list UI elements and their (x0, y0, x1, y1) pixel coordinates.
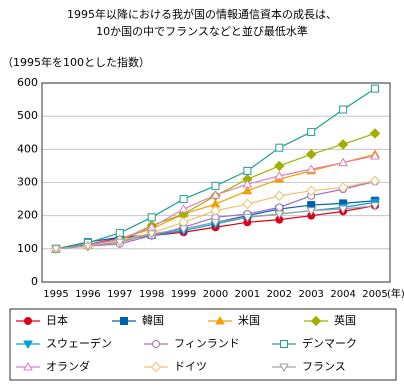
data-point (274, 170, 285, 180)
data-point (369, 128, 381, 139)
x-tick-label: 2004 (330, 289, 355, 300)
data-point (338, 157, 348, 167)
y-tick-label: 200 (17, 209, 38, 222)
data-point (274, 210, 285, 220)
data-point (179, 195, 188, 204)
y-tick-label: 400 (17, 142, 38, 155)
data-point (146, 230, 157, 239)
legend-marker (24, 317, 32, 325)
data-point (242, 179, 253, 188)
data-point (210, 218, 221, 228)
data-point (147, 213, 156, 222)
data-point (242, 213, 253, 223)
data-point (178, 204, 189, 213)
data-point (370, 202, 380, 211)
legend-label: 英国 (334, 313, 356, 327)
y-tick-label: 0 (31, 275, 38, 288)
data-point (242, 198, 253, 210)
legend-marker (279, 363, 289, 373)
x-tick-label: 2002 (267, 289, 292, 300)
data-point (178, 225, 189, 234)
plot-frame (41, 82, 391, 283)
legend-marker (120, 317, 128, 325)
data-point (339, 105, 348, 114)
data-point (210, 190, 221, 199)
legend-marker (150, 361, 162, 373)
legend-label: ドイツ (174, 360, 207, 373)
data-point (371, 84, 379, 93)
legend-marker (280, 340, 288, 348)
data-point (51, 245, 61, 254)
data-point (211, 181, 220, 190)
legend-label: スウェーデン (46, 336, 112, 350)
data-point (243, 166, 252, 175)
x-tick-label: 2000 (203, 289, 228, 300)
x-tick-label: 2001 (235, 289, 260, 300)
chart-title: 1995年以降における我が国の情報通信資本の成長は、 (67, 7, 337, 21)
legend-marker (215, 315, 225, 325)
legend-label: オランダ (46, 359, 90, 373)
data-point (338, 205, 348, 215)
x-tick-label: 1995 (43, 289, 68, 300)
legend-marker (23, 361, 33, 371)
legend-marker (23, 340, 33, 350)
x-tick-label: 2005 (362, 289, 387, 300)
legend-marker (310, 315, 322, 327)
data-point (274, 190, 285, 201)
legend-box (9, 308, 397, 381)
x-unit: (年) (387, 287, 404, 300)
x-tick-label: 1999 (171, 289, 196, 300)
data-point (275, 143, 284, 152)
data-point (114, 238, 125, 248)
y-tick-label: 100 (17, 242, 38, 255)
data-point (369, 175, 381, 187)
data-point (337, 182, 349, 193)
y-tick-label: 300 (17, 176, 38, 189)
legend-label: フィンランド (174, 337, 240, 350)
y-tick-label: 600 (17, 76, 38, 89)
x-tick-label: 1998 (139, 289, 164, 300)
x-tick-label: 2003 (298, 289, 323, 300)
data-point (210, 205, 221, 216)
data-point (307, 128, 316, 137)
data-point (305, 149, 317, 160)
data-point (306, 164, 317, 173)
data-point (306, 207, 317, 216)
legend-label: 米国 (238, 314, 260, 327)
y-axis-label: （1995年を100とした指数） (2, 55, 150, 69)
x-tick-label: 1997 (107, 289, 132, 300)
data-point (275, 203, 284, 212)
legend-marker (152, 340, 160, 348)
legend-label: 韓国 (142, 314, 164, 327)
data-point (337, 139, 349, 150)
legend-label: デンマーク (302, 336, 357, 350)
legend-label: フランス (302, 360, 346, 373)
chart-title: 10か国の中でフランスなどと並び最低水準 (96, 24, 308, 38)
data-point (370, 150, 380, 160)
y-tick-label: 500 (17, 109, 38, 122)
data-point (274, 160, 285, 172)
legend-label: 日本 (46, 313, 68, 327)
data-point (83, 242, 93, 252)
data-point (305, 185, 317, 196)
data-point (242, 185, 253, 195)
x-tick-label: 1996 (75, 289, 100, 300)
